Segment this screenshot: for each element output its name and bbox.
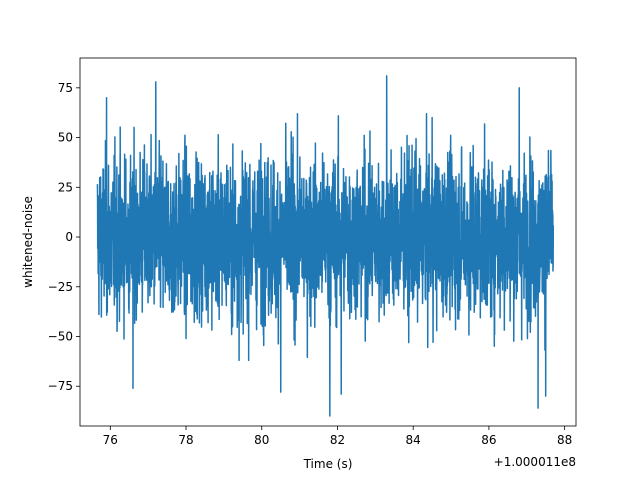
series-line-whitened-noise xyxy=(96,75,555,417)
series-layer xyxy=(96,75,555,417)
x-axis-ticks: 76 78 80 82 84 86 88 xyxy=(103,426,572,447)
y-axis-label: whitened-noise xyxy=(21,196,35,288)
y-tick-label: 25 xyxy=(58,180,73,194)
axes-frame xyxy=(79,57,577,427)
x-tick-label: 88 xyxy=(557,433,572,447)
y-axis-ticks: −75 −50 −25 0 25 50 75 xyxy=(48,81,80,393)
x-tick-label: 86 xyxy=(481,433,496,447)
y-tick-label: −75 xyxy=(48,379,73,393)
x-tick-label: 82 xyxy=(330,433,345,447)
x-tick-label: 80 xyxy=(254,433,269,447)
x-tick-label: 76 xyxy=(103,433,118,447)
x-tick-label: 78 xyxy=(178,433,193,447)
y-tick-label: 0 xyxy=(65,230,73,244)
x-tick-label: 84 xyxy=(406,433,421,447)
y-tick-label: 75 xyxy=(58,81,73,95)
y-tick-label: −25 xyxy=(48,280,73,294)
x-axis-offset-label: +1.000011e8 xyxy=(494,455,576,469)
x-axis-label: Time (s) xyxy=(303,457,353,471)
y-tick-label: −50 xyxy=(48,329,73,343)
y-tick-label: 50 xyxy=(58,131,73,145)
plot-area xyxy=(79,57,577,427)
